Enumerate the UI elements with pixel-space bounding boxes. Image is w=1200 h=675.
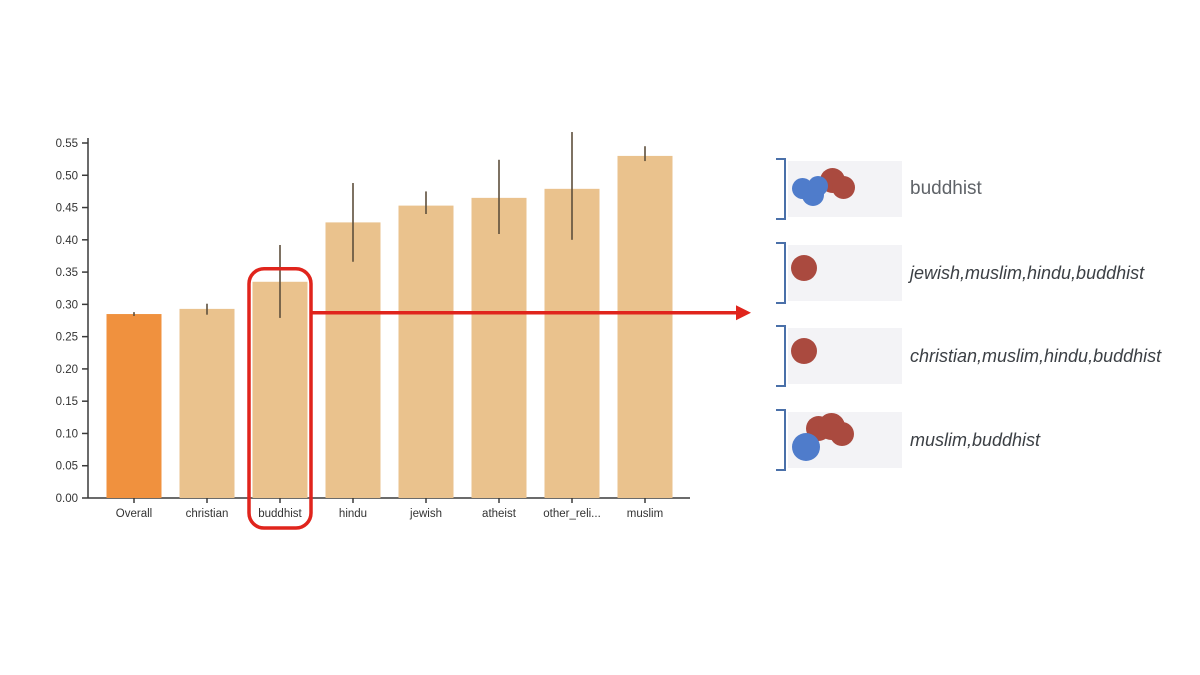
x-tick-label-buddhist: buddhist [258, 508, 302, 520]
bar-hindu [325, 222, 381, 498]
bar-atheist [471, 197, 527, 498]
y-tick-label: 0.00 [56, 493, 78, 505]
red-dot [830, 422, 854, 446]
x-tick-label-jewish: jewish [409, 508, 442, 520]
blue-dot [792, 433, 820, 461]
bar-muslim [617, 155, 673, 498]
y-tick-label: 0.25 [56, 332, 78, 344]
cluster-panel-2 [788, 245, 902, 301]
cluster-label-4: muslim,buddhist [910, 429, 1041, 450]
highlight-box [247, 267, 313, 530]
y-tick-label: 0.55 [56, 138, 78, 150]
y-tick-label: 0.20 [56, 364, 78, 376]
blue-dot [808, 176, 828, 196]
y-tick-label: 0.35 [56, 267, 78, 279]
red-dot [791, 255, 817, 281]
cluster-panel-3 [788, 328, 902, 384]
x-tick-label-hindu: hindu [339, 508, 367, 520]
bracket-icon [776, 242, 786, 304]
cluster-label-3: christian,muslim,hindu,buddhist [910, 345, 1162, 366]
y-tick-label: 0.15 [56, 396, 78, 408]
red-dot [791, 338, 817, 364]
y-tick-label: 0.45 [56, 203, 78, 215]
bar-jewish [398, 205, 454, 499]
cluster-label-1: buddhist [910, 178, 982, 199]
x-tick-label-other_reli...: other_reli... [543, 508, 601, 520]
cluster-panel-1 [788, 161, 902, 217]
x-tick-label-christian: christian [186, 508, 229, 520]
annotation-arrow-head [736, 305, 751, 321]
y-tick-label: 0.10 [56, 428, 78, 440]
y-tick-label: 0.40 [56, 235, 78, 247]
cluster-label-2: jewish,muslim,hindu,buddhist [910, 262, 1145, 283]
red-dot [831, 175, 855, 199]
cluster-panel-4 [788, 412, 902, 468]
x-tick-label-muslim: muslim [627, 508, 663, 520]
bar-Overall [106, 314, 162, 498]
bar-christian [179, 308, 235, 498]
y-tick-label: 0.50 [56, 170, 78, 182]
y-tick-label: 0.30 [56, 299, 78, 311]
x-tick-label-atheist: atheist [482, 508, 517, 520]
bracket-icon [776, 158, 786, 220]
y-tick-label: 0.05 [56, 461, 78, 473]
bracket-icon [776, 325, 786, 387]
bar-other_reli... [544, 188, 600, 498]
bracket-icon [776, 409, 786, 471]
x-tick-label-Overall: Overall [116, 508, 152, 520]
